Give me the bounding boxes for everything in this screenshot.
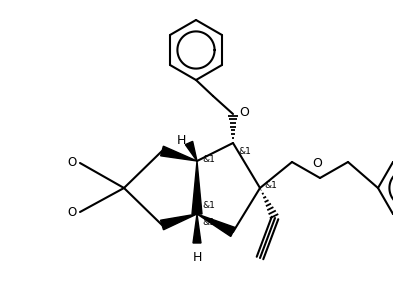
Text: O: O (68, 206, 77, 218)
Text: O: O (68, 157, 77, 169)
Text: O: O (239, 107, 249, 119)
Text: &1: &1 (264, 182, 277, 190)
Polygon shape (192, 161, 202, 214)
Text: &1: &1 (202, 201, 215, 210)
Polygon shape (185, 141, 197, 161)
Polygon shape (197, 214, 235, 237)
Text: &1: &1 (202, 218, 215, 227)
Text: H: H (192, 251, 202, 264)
Polygon shape (193, 214, 201, 243)
Polygon shape (160, 214, 197, 230)
Text: &1: &1 (238, 147, 251, 156)
Text: O: O (312, 157, 322, 170)
Polygon shape (161, 146, 197, 161)
Text: &1: &1 (202, 154, 215, 164)
Text: H: H (176, 135, 185, 147)
